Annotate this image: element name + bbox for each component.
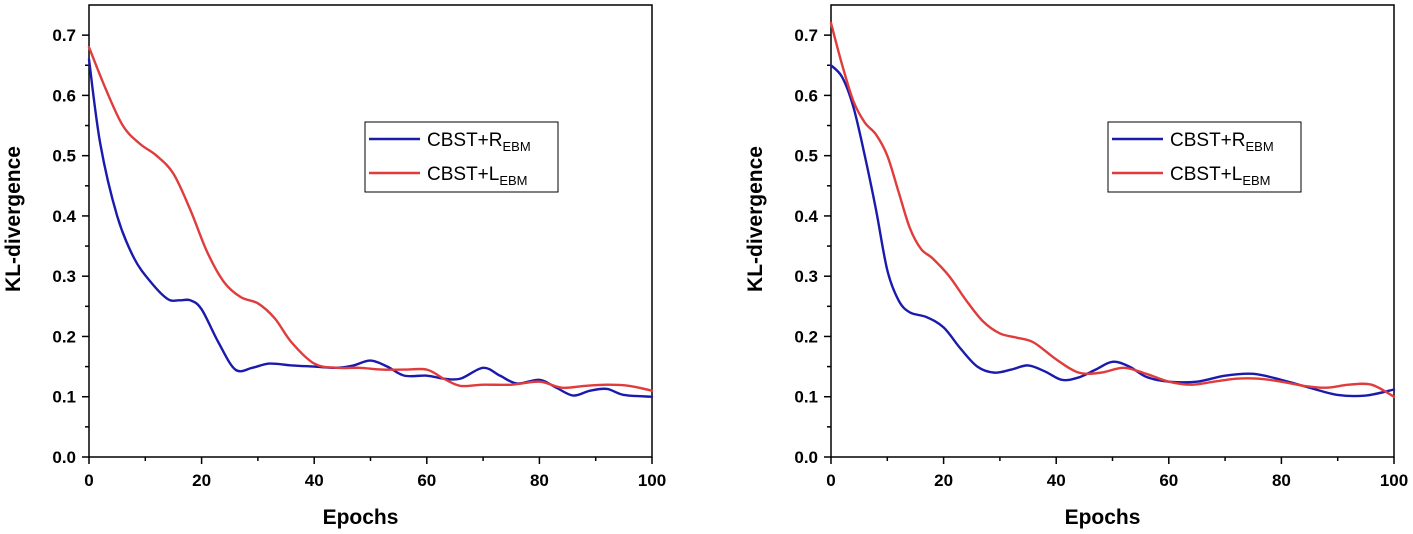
legend-label-subscript: EBM bbox=[1242, 173, 1270, 188]
x-tick-label: 80 bbox=[530, 471, 549, 490]
y-tick-label: 0.4 bbox=[52, 207, 76, 226]
legend-box bbox=[364, 121, 559, 193]
y-tick-label: 0.1 bbox=[52, 388, 76, 407]
y-tick-label: 0.7 bbox=[794, 26, 818, 45]
legend-label: CBST+L bbox=[1170, 164, 1242, 185]
legend-box bbox=[1107, 121, 1302, 193]
legend-label: CBST+R bbox=[1170, 130, 1246, 151]
legend-entry: CBST+LEBM bbox=[1170, 164, 1271, 188]
x-tick-label: 40 bbox=[1047, 471, 1066, 490]
x-tick-label: 60 bbox=[417, 471, 436, 490]
y-tick-label: 0.4 bbox=[794, 207, 818, 226]
legend-label-subscript: EBM bbox=[1246, 139, 1274, 154]
x-tick-label: 0 bbox=[84, 471, 93, 490]
legend-label-subscript: EBM bbox=[503, 139, 531, 154]
y-axis-title: KL-divergence bbox=[744, 146, 767, 292]
y-tick-label: 0.6 bbox=[794, 86, 818, 105]
plot-frame bbox=[88, 4, 653, 458]
y-tick-label: 0.0 bbox=[794, 448, 818, 467]
y-tick-label: 0.0 bbox=[52, 448, 76, 467]
series-line-cbst-r-ebm bbox=[87, 58, 654, 398]
x-tick-label: 100 bbox=[1380, 471, 1408, 490]
series-line-cbst-l-ebm bbox=[87, 45, 654, 392]
legend-label: CBST+R bbox=[427, 130, 503, 151]
x-tick-label: 20 bbox=[192, 471, 211, 490]
y-tick-label: 0.7 bbox=[52, 26, 76, 45]
x-tick-label: 80 bbox=[1272, 471, 1291, 490]
y-tick-label: 0.5 bbox=[794, 147, 818, 166]
series-line-cbst-l-ebm bbox=[829, 21, 1396, 398]
y-axis-title: KL-divergence bbox=[2, 146, 25, 292]
plot-frame bbox=[830, 4, 1395, 458]
legend-label: CBST+L bbox=[427, 164, 499, 185]
x-tick-label: 100 bbox=[638, 471, 666, 490]
y-tick-label: 0.5 bbox=[52, 147, 76, 166]
y-tick-label: 0.2 bbox=[794, 327, 818, 346]
chart-right: 0 20 40 60 80 100 0.0 0.1 0.2 0.3 0.4 0.5 0.6 0.7 Epoc… bbox=[744, 4, 1408, 529]
series-line-cbst-r-ebm bbox=[829, 64, 1396, 398]
x-tick-label: 60 bbox=[1159, 471, 1178, 490]
legend-label-subscript: EBM bbox=[499, 173, 527, 188]
legend-entry: CBST+LEBM bbox=[427, 164, 528, 188]
y-tick-label: 0.1 bbox=[794, 388, 818, 407]
x-axis-title: Epochs bbox=[1065, 506, 1141, 529]
chart-left: 0 20 40 60 80 100 0.0 0.1 0.2 0.3 0.4 0.5 0.6 0.7 Epoc… bbox=[2, 4, 666, 529]
x-tick-label: 40 bbox=[305, 471, 324, 490]
x-tick-label: 0 bbox=[826, 471, 835, 490]
x-tick-label: 20 bbox=[934, 471, 953, 490]
legend-entry: CBST+REBM bbox=[427, 130, 531, 154]
x-axis-title: Epochs bbox=[323, 506, 399, 529]
y-tick-label: 0.3 bbox=[52, 267, 76, 286]
legend-entry: CBST+REBM bbox=[1170, 130, 1274, 154]
y-tick-label: 0.2 bbox=[52, 327, 76, 346]
y-tick-label: 0.3 bbox=[794, 267, 818, 286]
y-tick-label: 0.6 bbox=[52, 86, 76, 105]
